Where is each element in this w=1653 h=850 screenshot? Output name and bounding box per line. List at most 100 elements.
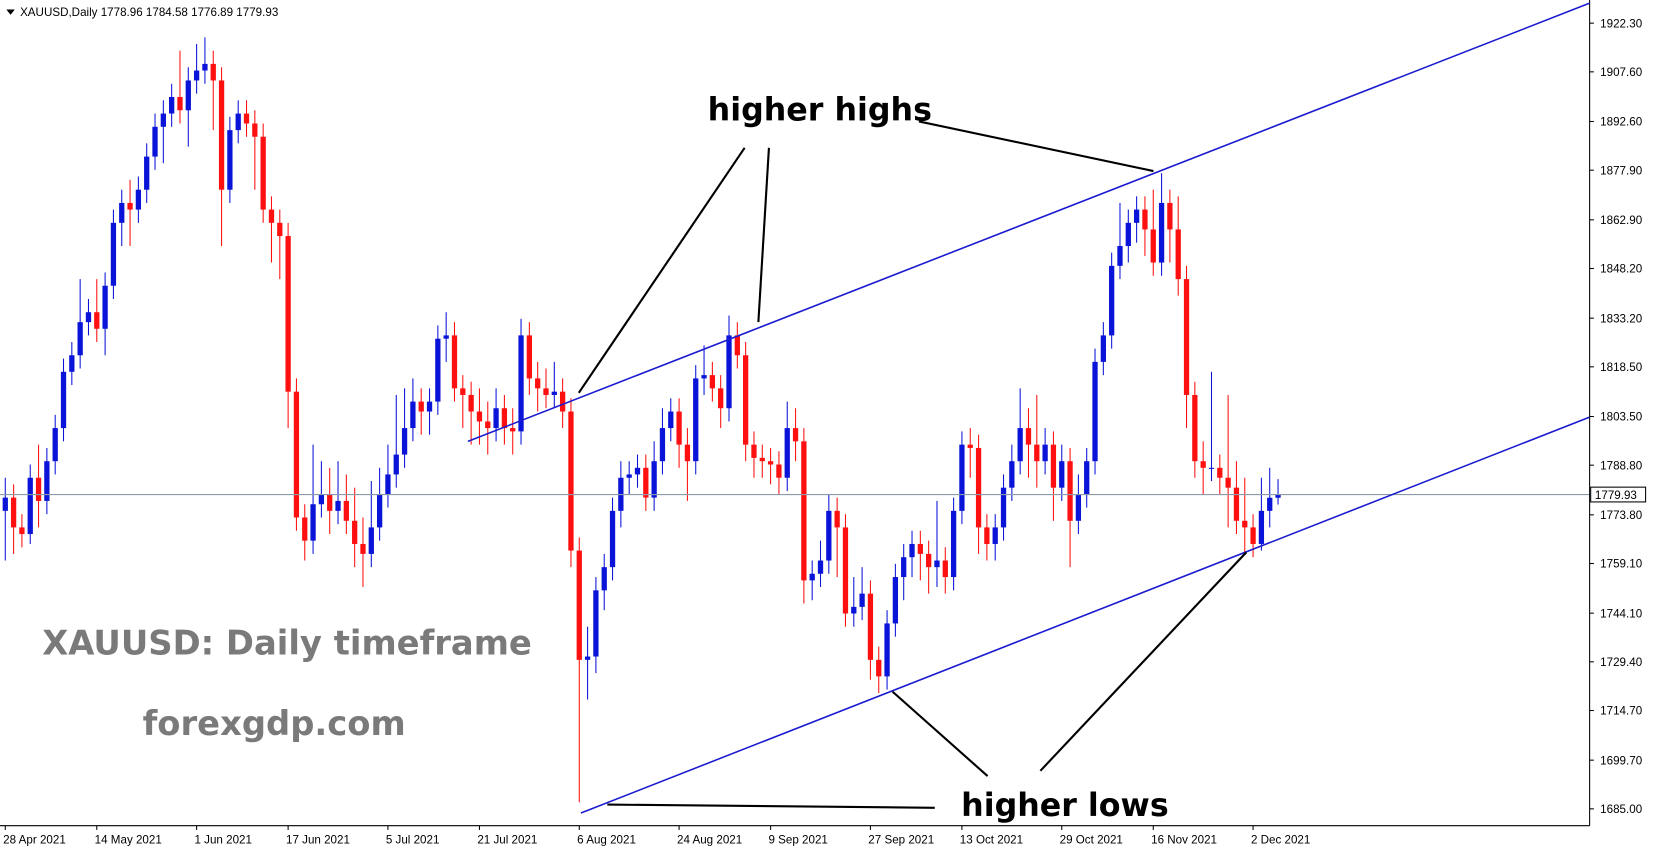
- candle-body: [35, 477, 42, 501]
- candle-body: [1084, 461, 1090, 495]
- candle-body: [1217, 467, 1223, 478]
- y-tick-label: 1877.90: [1600, 164, 1642, 177]
- candle-body: [1117, 245, 1123, 266]
- candle-body: [1208, 467, 1215, 469]
- pointer: [757, 147, 770, 323]
- candle-body: [1042, 444, 1048, 462]
- annotation: higher highs: [708, 92, 932, 128]
- y-tick-label: 1699.70: [1600, 754, 1642, 767]
- x-tick-label: 5 Jul 2021: [386, 834, 440, 847]
- price-label: 1779.93: [1595, 489, 1637, 502]
- candle-body: [776, 464, 782, 478]
- candle-body: [926, 553, 932, 568]
- candle-body: [684, 444, 691, 462]
- y-tick-label: 1685.00: [1600, 803, 1642, 816]
- candle-body: [160, 113, 166, 127]
- menu-triangle[interactable]: [6, 9, 15, 15]
- y-tick-label: 1759.10: [1600, 558, 1642, 571]
- candle-body: [1017, 428, 1023, 462]
- candle-body: [1142, 209, 1148, 230]
- candle-body: [1075, 494, 1082, 521]
- candle-body: [1250, 527, 1256, 544]
- pointer: [891, 690, 989, 777]
- candle-body: [959, 444, 965, 511]
- candle-body: [867, 593, 874, 660]
- y-tick-label: 1818.50: [1600, 361, 1642, 374]
- candle-body: [1125, 222, 1131, 246]
- candle-body: [252, 123, 258, 137]
- candle-body: [52, 428, 58, 462]
- candle-body: [1109, 265, 1115, 336]
- candle-body: [1034, 444, 1040, 462]
- y-tick-label: 1714.70: [1600, 705, 1642, 718]
- candle-body: [1225, 477, 1231, 488]
- candle-body: [69, 355, 75, 372]
- candle-body: [1233, 487, 1240, 521]
- candle-body: [85, 312, 92, 323]
- y-tick-label: 1907.60: [1600, 66, 1642, 79]
- candle-body: [335, 500, 341, 511]
- candle-body: [851, 606, 857, 614]
- candle-body: [393, 454, 399, 475]
- candle-body: [243, 113, 250, 124]
- candle-body: [485, 421, 491, 429]
- lower-trendline: [580, 416, 1590, 814]
- candle-body: [967, 444, 973, 448]
- candle-body: [327, 494, 333, 511]
- candle-body: [19, 527, 25, 535]
- candle-body: [1133, 209, 1140, 223]
- y-tick-label: 1803.50: [1600, 411, 1642, 424]
- candle-body: [975, 447, 982, 528]
- candle-body: [293, 391, 300, 518]
- candle-body: [1200, 461, 1206, 468]
- pointer-lines: [577, 120, 1248, 809]
- candle-body: [1183, 279, 1190, 395]
- y-tick-label: 1892.60: [1600, 116, 1642, 129]
- x-tick-label: 6 Aug 2021: [577, 834, 636, 847]
- candle-body: [909, 543, 915, 558]
- candle-body: [169, 97, 175, 114]
- price-label-box: [1590, 486, 1647, 503]
- candle-body: [60, 371, 67, 429]
- candle-body: [892, 577, 899, 624]
- candle-body: [1067, 461, 1073, 521]
- candle-body: [518, 335, 524, 432]
- candle-body: [410, 401, 416, 429]
- candle-body: [551, 391, 557, 395]
- candle-body: [127, 202, 133, 210]
- candle-body: [360, 543, 366, 554]
- candle-body: [476, 411, 483, 422]
- candle-body: [842, 527, 849, 614]
- candle-body: [418, 401, 424, 412]
- candle-body: [1025, 428, 1032, 445]
- candle-body: [734, 335, 740, 356]
- candle-body: [510, 428, 516, 432]
- candle-body: [876, 659, 882, 677]
- candle-body: [277, 222, 283, 237]
- candle-body: [901, 557, 907, 578]
- candle-body: [543, 388, 549, 395]
- candle-body: [942, 560, 948, 578]
- candle-body: [643, 467, 649, 498]
- candle-body: [859, 593, 865, 607]
- candle-body: [401, 428, 408, 455]
- pointer: [1039, 551, 1248, 772]
- y-tick-label: 1773.80: [1600, 509, 1642, 522]
- candle-body: [1275, 494, 1281, 498]
- candle-body: [809, 573, 815, 581]
- x-tick-label: 27 Sep 2021: [868, 834, 934, 847]
- candle-body: [634, 467, 641, 475]
- candle-body: [310, 504, 316, 541]
- candle-body: [1175, 229, 1181, 280]
- x-tick-label: 13 Oct 2021: [960, 834, 1023, 847]
- candle-body: [709, 375, 716, 389]
- candle-body: [950, 510, 957, 578]
- candle-body: [343, 500, 349, 521]
- x-tick-label: 1 Jun 2021: [194, 834, 251, 847]
- candle-body: [1242, 520, 1248, 528]
- x-tick-label: 14 May 2021: [95, 834, 162, 847]
- candle-body: [352, 520, 358, 544]
- candle-body: [2, 497, 8, 511]
